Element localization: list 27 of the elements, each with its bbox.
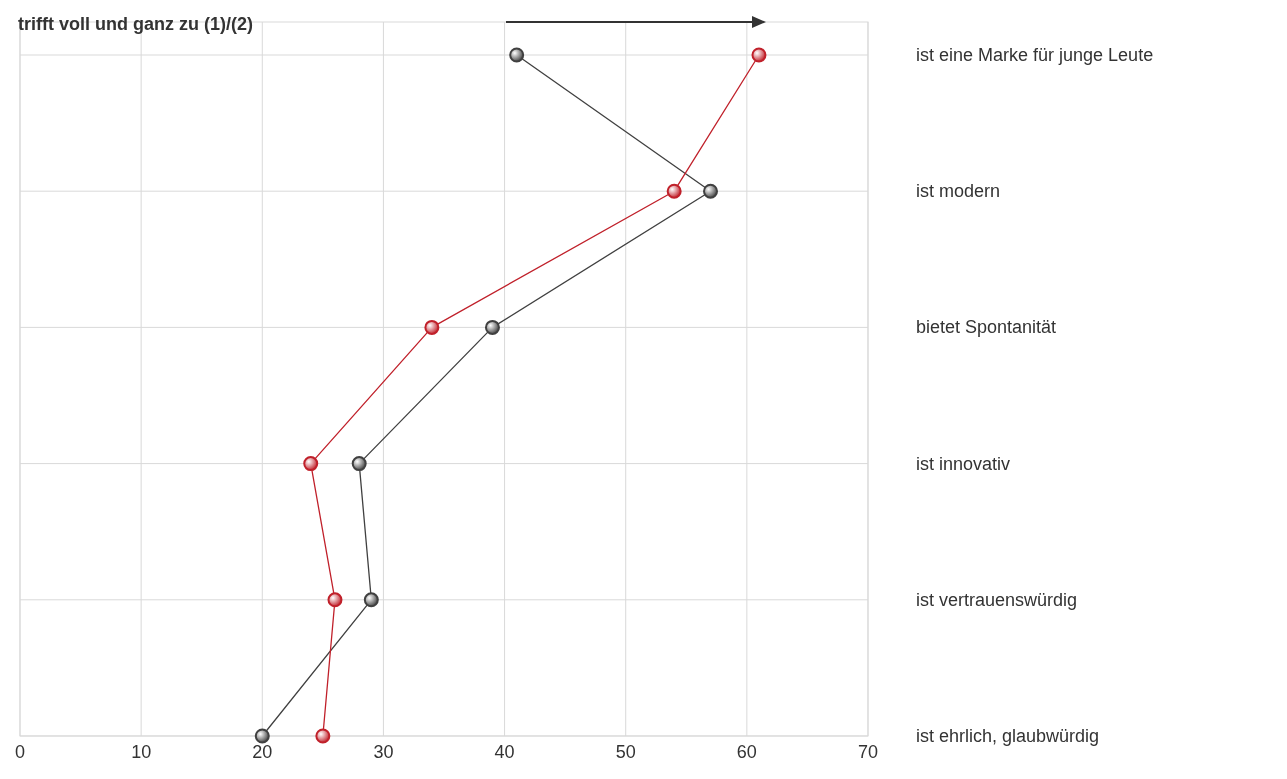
point [363,592,379,608]
chart-title: trifft voll und ganz zu (1)/(2) [18,14,253,34]
x-tick-label: 70 [857,742,879,762]
point [751,47,767,63]
point [351,456,367,472]
x-tick-label: 10 [131,742,152,762]
x-tick-label: 30 [373,742,394,762]
x-tick-label: 20 [252,742,273,762]
point [509,47,525,63]
point [703,183,719,199]
point [327,592,343,608]
y-tick-label: ist eine Marke für junge Leute [916,45,1154,65]
y-tick-label: ist modern [916,181,1001,202]
y-tick-label: ist vertrauenswürdig [916,589,1078,610]
y-tick-label: bietet Spontanität [916,317,1057,338]
x-tick-label: 60 [736,742,757,762]
point [666,183,682,199]
x-tick-label: 40 [494,742,515,762]
point [424,319,440,335]
x-tick-label: 0 [14,742,26,762]
point [484,319,500,335]
point [303,456,319,472]
point [254,728,270,744]
point [315,728,331,744]
y-tick-label: ist ehrlich, glaubwürdig [916,726,1100,746]
y-tick-label: ist innovativ [916,453,1011,474]
x-tick-label: 50 [615,742,636,762]
